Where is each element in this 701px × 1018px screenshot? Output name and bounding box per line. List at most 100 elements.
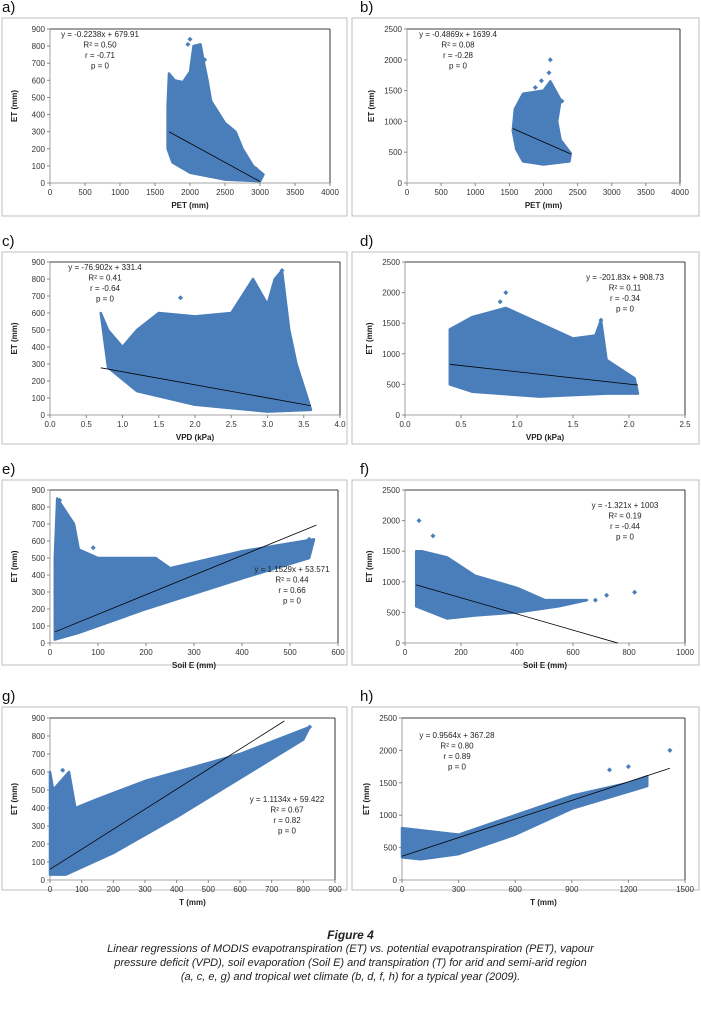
panel-frame	[351, 479, 700, 666]
x-tick-label: 200	[139, 648, 153, 657]
x-tick-label: 2500	[216, 188, 234, 197]
x-tick-label: 500	[434, 188, 448, 197]
data-point	[250, 278, 256, 284]
y-tick-label: 2000	[382, 517, 400, 526]
data-point	[667, 747, 673, 753]
data-point	[598, 317, 604, 323]
y-tick-label: 500	[32, 554, 46, 563]
x-tick-label: 0	[403, 648, 408, 657]
y-tick-label: 1500	[379, 779, 397, 788]
panel-frame	[351, 251, 700, 445]
y-tick-label: 200	[32, 377, 46, 386]
x-tick-label: 0	[48, 188, 53, 197]
y-tick-label: 900	[32, 25, 46, 34]
data-point	[546, 70, 552, 76]
data-point	[430, 533, 436, 539]
y-axis-label: ET (mm)	[365, 550, 374, 582]
y-tick-label: 300	[32, 822, 46, 831]
x-axis-label: Soil E (mm)	[172, 661, 216, 670]
panel-label: e)	[2, 461, 15, 478]
panel-frame	[1, 706, 348, 891]
y-tick-label: 1000	[382, 350, 400, 359]
data-point	[604, 592, 610, 598]
figure-title: Figure 4	[327, 928, 374, 942]
y-tick-label: 300	[32, 360, 46, 369]
regression-stat: R² = 0.19	[608, 512, 642, 521]
x-tick-label: 2.5	[226, 420, 238, 429]
x-tick-label: 600	[509, 885, 523, 894]
panel-label: b)	[360, 0, 373, 16]
y-tick-label: 500	[387, 608, 401, 617]
x-tick-label: 800	[297, 885, 311, 894]
y-tick-label: 0	[398, 179, 403, 188]
regression-line	[49, 720, 285, 870]
panel-label: a)	[2, 0, 15, 16]
y-tick-label: 0	[41, 639, 46, 648]
regression-line	[401, 767, 671, 857]
data-point-cloud	[400, 775, 649, 861]
x-tick-label: 700	[265, 885, 279, 894]
scatter-panel-f: f) 0 200 400 600 800 1000 0 500 1000 1500 2000 2500 S…	[351, 461, 700, 670]
x-tick-label: 900	[565, 885, 579, 894]
regression-stat: y = 1.1134x + 59.422	[250, 795, 325, 804]
regression-stat: p = 0	[448, 763, 467, 772]
panel-frame	[351, 706, 700, 891]
data-point	[307, 724, 313, 730]
caption-line: (a, c, e, g) and tropical wet climate (b…	[180, 971, 521, 983]
y-tick-label: 0	[393, 876, 398, 885]
data-point-cloud	[48, 725, 311, 876]
x-tick-label: 500	[283, 648, 297, 657]
y-tick-label: 0	[41, 876, 46, 885]
panel-label: c)	[2, 233, 15, 250]
regression-stat: R² = 0.41	[88, 274, 122, 283]
data-point	[416, 518, 422, 524]
x-axis-label: PET (mm)	[171, 201, 209, 210]
x-tick-label: 2000	[181, 188, 199, 197]
y-tick-label: 1000	[379, 811, 397, 820]
y-tick-label: 2500	[382, 258, 400, 267]
x-tick-label: 100	[91, 648, 105, 657]
y-tick-label: 700	[32, 292, 46, 301]
y-tick-label: 400	[32, 343, 46, 352]
regression-stat: R² = 0.50	[83, 41, 117, 50]
x-tick-label: 500	[78, 188, 92, 197]
data-point-cloud	[166, 43, 265, 183]
x-tick-label: 600	[331, 648, 345, 657]
data-point	[185, 41, 191, 47]
y-axis-label: ET (mm)	[10, 783, 19, 815]
y-tick-label: 1500	[384, 87, 402, 96]
x-axis-label: T (mm)	[530, 898, 557, 907]
regression-stat: R² = 0.80	[440, 742, 474, 751]
scatter-panel-a: a) 0 500 1000 1500 2000 2500 3000 3500 4000 0 100 20…	[1, 0, 348, 217]
y-tick-label: 500	[387, 380, 401, 389]
y-axis-label: ET (mm)	[10, 550, 19, 582]
x-tick-label: 0	[48, 885, 53, 894]
y-axis-label: ET (mm)	[365, 322, 374, 354]
regression-stat: y = -76.902x + 331.4	[68, 263, 142, 272]
data-point	[57, 497, 63, 503]
scatter-panel-c: c) 0.0 0.5 1.0 1.5 2.0 2.5 3.0 3.5 4.0 0 100 200 300 4…	[1, 233, 348, 445]
y-tick-label: 600	[32, 76, 46, 85]
data-point	[592, 597, 598, 603]
caption-line: pressure deficit (VPD), soil evaporation…	[114, 957, 587, 969]
regression-stat: y = -201.83x + 908.73	[586, 273, 664, 282]
regression-stat: p = 0	[96, 295, 115, 304]
x-tick-label: 1000	[466, 188, 484, 197]
regression-stat: r = -0.64	[90, 284, 121, 293]
scatter-panel-g: g) 0 100 200 300 400 500 600 700 800 900 0 100 200 300…	[1, 688, 348, 907]
x-tick-label: 1.5	[567, 420, 579, 429]
data-point	[607, 767, 613, 773]
regression-stat: r = -0.44	[610, 522, 641, 531]
data-point	[632, 589, 638, 595]
data-point	[279, 268, 285, 273]
x-tick-label: 1000	[111, 188, 129, 197]
y-tick-label: 600	[32, 768, 46, 777]
y-tick-label: 400	[32, 571, 46, 580]
data-point	[559, 98, 565, 104]
regression-stat: r = 0.82	[273, 816, 301, 825]
x-tick-label: 2.0	[189, 420, 201, 429]
x-tick-label: 1200	[620, 885, 638, 894]
y-tick-label: 0	[41, 411, 46, 420]
data-point	[254, 166, 259, 172]
x-axis-label: VPD (kPa)	[176, 433, 215, 442]
